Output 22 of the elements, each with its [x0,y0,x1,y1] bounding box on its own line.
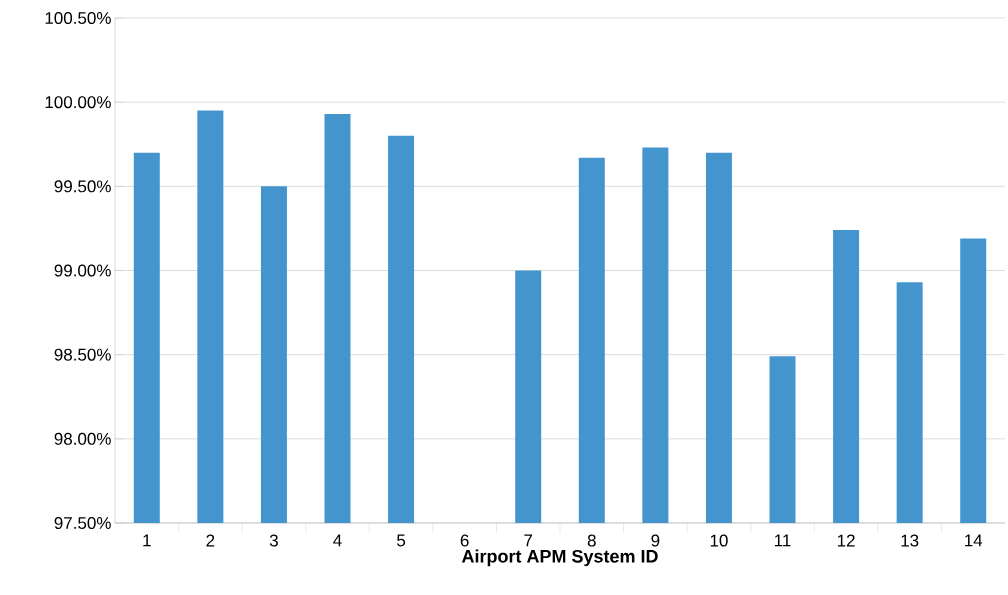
x-tick-label: 1 [143,534,151,547]
x-axis-title: Airport APM System ID [461,549,658,567]
x-tick-label: 13 [901,534,919,547]
x-tick-label: 12 [837,534,855,547]
x-tick-label: 10 [710,534,728,547]
x-tick-label: 6 [460,534,469,547]
y-tick-label: 100.00% [45,96,111,109]
x-tick-label: 11 [774,534,791,547]
x-tick-label: 7 [524,534,533,547]
x-tick-label: 8 [587,534,596,547]
y-tick-label: 99.50% [54,180,111,193]
x-tick-label: 5 [397,534,406,547]
y-tick-label: 98.00% [54,432,111,445]
x-tick-label: 2 [206,534,215,547]
x-tick-label: 9 [651,534,660,547]
x-tick-label: 4 [333,534,342,547]
y-tick-label: 98.50% [54,348,111,361]
y-tick-label: 99.00% [54,264,111,277]
y-tick-label: 100.50% [45,11,111,25]
x-tick-label: 14 [965,534,983,547]
y-tick-label: 97.50% [54,516,111,530]
x-tick-label: 3 [269,534,278,547]
